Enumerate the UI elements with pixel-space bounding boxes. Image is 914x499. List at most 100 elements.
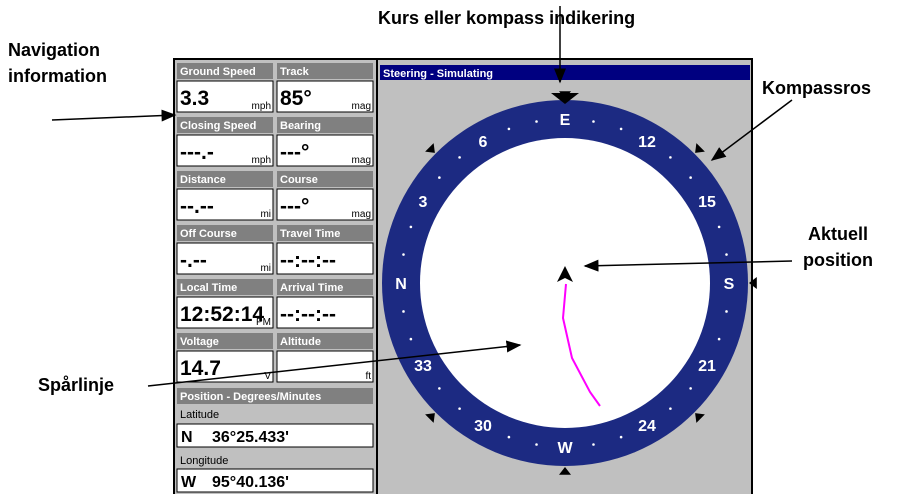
annotation: Navigation xyxy=(8,40,100,60)
compass-label: 24 xyxy=(638,418,656,435)
callout-arrow xyxy=(583,259,793,272)
position-arrow xyxy=(557,266,573,282)
field-header xyxy=(177,225,273,241)
field-value: ---° xyxy=(280,195,309,218)
latitude-box xyxy=(176,423,374,448)
field-unit: mag xyxy=(352,101,371,112)
latitude-hemisphere: N xyxy=(181,429,193,446)
field-value: 85° xyxy=(280,87,312,110)
compass-tick xyxy=(559,467,571,475)
compass-dot xyxy=(689,176,692,179)
field-header xyxy=(277,63,373,79)
compass-dot xyxy=(535,120,538,123)
compass-dot xyxy=(402,253,405,256)
field-box xyxy=(176,188,274,221)
field-label: Course xyxy=(280,174,318,186)
compass-dot xyxy=(717,337,721,341)
annotation: Kurs eller kompass indikering xyxy=(378,8,635,28)
latitude-label: Latitude xyxy=(180,409,219,421)
compass-dot xyxy=(507,435,511,439)
field-label: Voltage xyxy=(180,336,219,348)
field-label: Closing Speed xyxy=(180,120,256,132)
field-value: ---° xyxy=(280,141,309,164)
field-label: Travel Time xyxy=(280,228,340,240)
compass-dot xyxy=(409,337,413,341)
annotation: Kompassros xyxy=(762,78,871,98)
field-value: 12:52:14 xyxy=(180,303,264,326)
field-box xyxy=(276,296,374,329)
annotation: information xyxy=(8,66,107,86)
field-value: 3.3 xyxy=(180,87,209,110)
field-header xyxy=(277,171,373,187)
compass-dot xyxy=(458,156,461,159)
field-label: Bearing xyxy=(280,120,321,132)
field-value: 14.7 xyxy=(180,357,221,380)
compass-dot xyxy=(619,435,623,439)
compass-dot xyxy=(717,225,721,229)
field-unit: PM xyxy=(256,317,271,328)
annotation: Aktuell xyxy=(808,224,868,244)
compass-dot xyxy=(689,387,692,390)
field-label: Local Time xyxy=(180,282,237,294)
compass-dot xyxy=(438,387,441,390)
field-value: -.-- xyxy=(180,249,207,272)
compass-dot xyxy=(507,127,511,131)
compass-label: 33 xyxy=(414,358,432,375)
compass-dot xyxy=(458,407,461,410)
field-header xyxy=(277,279,373,295)
compass-tick xyxy=(695,413,705,423)
field-unit: mph xyxy=(252,155,271,166)
field-header xyxy=(177,279,273,295)
compass-label: E xyxy=(560,112,571,129)
field-label: Altitude xyxy=(280,336,321,348)
compass-dot xyxy=(535,443,538,446)
latitude-value: 36°25.433' xyxy=(212,429,289,446)
compass-label: 6 xyxy=(479,134,488,151)
compass-tick xyxy=(695,143,705,153)
field-unit: mi xyxy=(260,209,271,220)
field-label: Ground Speed xyxy=(180,66,256,78)
field-label: Arrival Time xyxy=(280,282,343,294)
compass-dot xyxy=(409,225,413,229)
field-box xyxy=(276,80,374,113)
field-label: Track xyxy=(280,66,310,78)
field-unit: mi xyxy=(260,263,271,274)
field-box xyxy=(276,188,374,221)
field-unit: mph xyxy=(252,101,271,112)
compass-label: 3 xyxy=(419,194,428,211)
compass-label: W xyxy=(557,440,573,457)
field-value: --:--:-- xyxy=(280,303,336,326)
compass-label: 15 xyxy=(698,194,716,211)
position-header xyxy=(177,388,373,404)
field-header xyxy=(177,171,273,187)
compass-dot xyxy=(619,127,623,131)
annotation: position xyxy=(803,250,873,270)
field-unit: V xyxy=(264,371,271,382)
compass-label: S xyxy=(724,276,735,293)
compass-dot xyxy=(438,176,441,179)
callout-arrow xyxy=(710,99,793,161)
longitude-box xyxy=(176,468,374,493)
field-header xyxy=(177,63,273,79)
field-header xyxy=(277,333,373,349)
field-value: ---.- xyxy=(180,141,214,164)
callout-arrow xyxy=(147,340,522,387)
compass-label: 12 xyxy=(638,134,656,151)
annotation: Spårlinje xyxy=(38,375,114,395)
field-unit: mag xyxy=(352,209,371,220)
steering-title: Steering - Simulating xyxy=(383,68,493,80)
compass-label: 21 xyxy=(698,358,716,375)
heading-marker xyxy=(551,93,579,104)
compass-label: N xyxy=(395,276,407,293)
field-header xyxy=(177,333,273,349)
field-value: --:--:-- xyxy=(280,249,336,272)
longitude-value: 95°40.136' xyxy=(212,474,289,491)
field-header xyxy=(277,225,373,241)
compass-tick xyxy=(749,277,757,289)
field-box xyxy=(176,242,274,275)
field-label: Off Course xyxy=(180,228,237,240)
track-line xyxy=(561,283,601,407)
field-value: --.-- xyxy=(180,195,214,218)
compass-tick xyxy=(425,143,435,153)
